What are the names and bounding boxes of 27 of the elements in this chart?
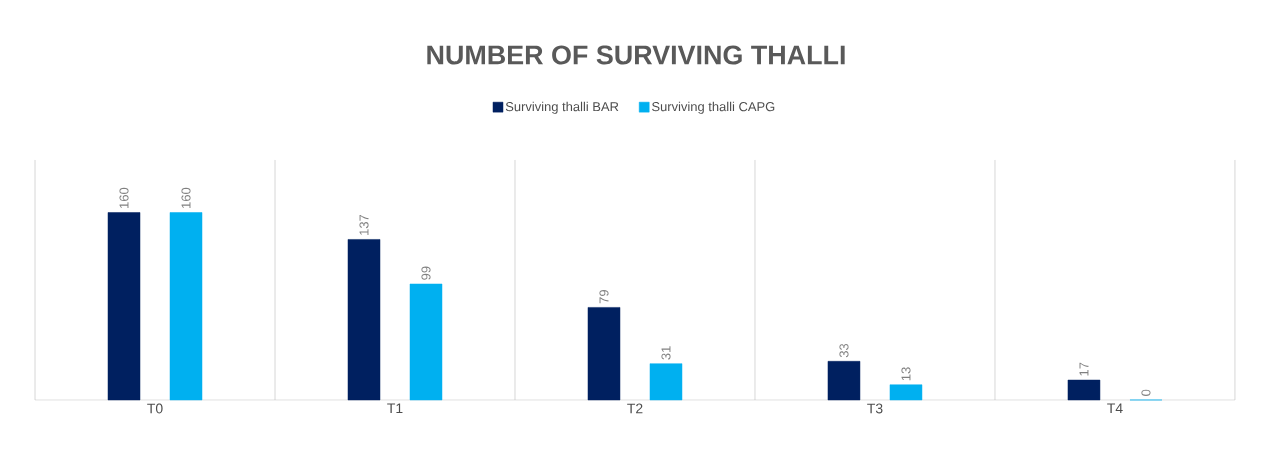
bar [889,384,923,401]
data-label: 160 [181,187,191,208]
chart-title: NUMBER OF SURVIVING THALLI [427,45,845,65]
bar [649,363,683,401]
bar [107,212,141,401]
data-label: 13 [901,367,911,381]
data-label: 79 [599,290,609,304]
legend-label: Surviving thalli CAPG [652,101,775,114]
x-tick-label: T1 [387,403,403,414]
x-tick-label: T3 [867,403,883,414]
bar [169,212,203,401]
bar [587,307,621,401]
x-tick-label: T2 [627,403,643,414]
bar [347,239,381,401]
x-tick-label: T4 [1107,403,1123,414]
bar [409,283,443,401]
data-label: 99 [421,266,431,280]
data-label: 31 [661,346,671,360]
bar [1067,379,1101,401]
bar [827,361,861,401]
legend-label: Surviving thalli BAR [505,101,619,114]
x-tick-label: T0 [147,403,163,414]
data-label: 160 [119,187,129,208]
data-label: 0 [1141,389,1151,396]
data-label: 17 [1079,362,1089,376]
data-label: 33 [839,343,849,358]
data-label: 137 [359,214,369,235]
